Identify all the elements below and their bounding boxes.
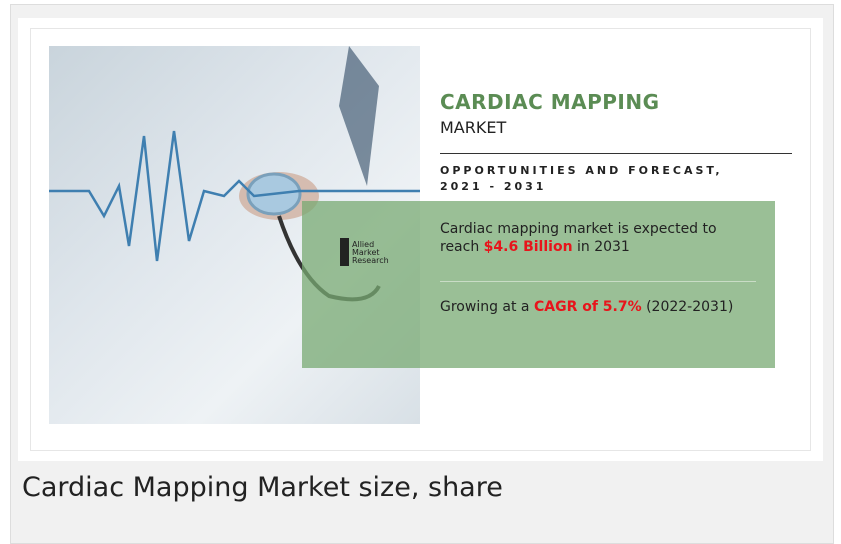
- page: CARDIAC MAPPING MARKET OPPORTUNITIES AND…: [0, 0, 841, 544]
- separator: [440, 281, 756, 282]
- divider: [440, 153, 792, 154]
- forecast: OPPORTUNITIES AND FORECAST, 2021 - 2031: [440, 163, 770, 195]
- stat-text: (2022-2031): [646, 299, 733, 315]
- stat: Growing at a CAGR of 5.7% (2022-2031): [440, 298, 760, 316]
- stat: Cardiac mapping market is expected to re…: [440, 220, 760, 256]
- logo-text: Allied Market Research: [352, 241, 389, 265]
- stat-text: Growing at a: [440, 299, 530, 315]
- subtitle: MARKET: [440, 118, 506, 137]
- stat-highlight: CAGR of 5.7%: [534, 299, 642, 315]
- caption: Cardiac Mapping Market size, share: [22, 472, 503, 503]
- stat-text: in 2031: [577, 239, 630, 255]
- stat-highlight: $4.6 Billion: [484, 239, 573, 255]
- logo-line: Research: [352, 257, 389, 265]
- logo-icon: [340, 238, 349, 266]
- title: CARDIAC MAPPING: [440, 90, 660, 114]
